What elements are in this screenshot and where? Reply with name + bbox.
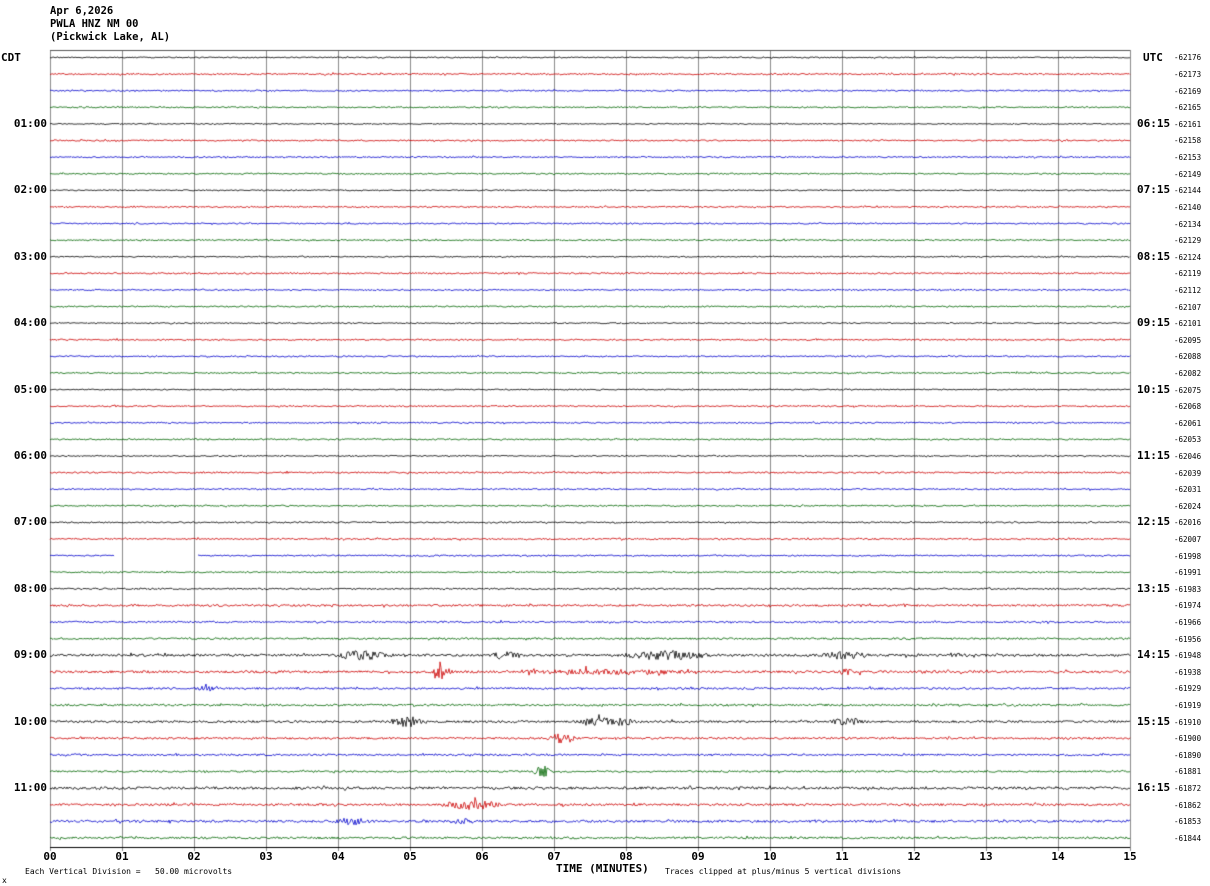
trace-offset-value: -61948 [1174,651,1202,661]
trace-offset-value: -61956 [1174,634,1202,644]
x-tick-label: 00 [43,850,57,863]
left-hour-label: 05:00 [13,382,47,396]
trace-offset-value: -62124 [1174,252,1202,262]
right-hour-label: 15:15 [1137,714,1171,728]
trace-offset-value: -62149 [1174,169,1202,179]
x-tick-label: 15 [1123,850,1137,863]
trace-offset-value: -62046 [1174,451,1202,461]
trace-offset-value: -62068 [1174,402,1202,412]
trace-offset-value: -62031 [1174,485,1202,495]
left-hour-label: 07:00 [13,515,47,529]
left-hour-label: 09:00 [13,648,47,662]
right-hour-label: 09:15 [1137,316,1171,330]
footer-clip-note: Traces clipped at plus/minus 5 vertical … [665,867,902,876]
header-location: (Pickwick Lake, AL) [50,31,171,43]
x-tick-label: 02 [187,850,201,863]
x-tick-label: 08 [619,850,633,863]
left-hour-label: 06:00 [13,448,47,462]
trace-offset-value: -62112 [1174,285,1202,295]
x-tick-label: 11 [835,850,849,863]
trace-offset-value: -62061 [1174,418,1202,428]
trace-offset-value: -61900 [1174,734,1202,744]
x-tick-label: 07 [547,850,561,863]
right-hour-label: 07:15 [1137,183,1171,197]
trace-offset-value: -62007 [1174,534,1202,544]
trace-offset-value: -61974 [1174,601,1202,611]
x-axis-title: TIME (MINUTES) [556,862,649,875]
right-hour-label: 13:15 [1137,581,1171,595]
trace-offset-value: -62088 [1174,352,1202,362]
trace-offset-value: -61853 [1174,817,1202,827]
left-hour-label: 08:00 [13,581,47,595]
x-tick-label: 13 [979,850,993,863]
left-hour-label: 04:00 [13,316,47,330]
trace-offset-value: -62082 [1174,368,1202,378]
trace-offset-value: -62158 [1174,136,1202,146]
trace-offset-value: -61844 [1174,833,1202,843]
right-hour-label: 08:15 [1137,249,1171,263]
trace-offset-value: -62053 [1174,435,1202,445]
left-hour-label: 10:00 [13,714,47,728]
left-hour-label: 02:00 [13,183,47,197]
trace-offset-value: -61881 [1174,767,1202,777]
trace-offset-value: -62075 [1174,385,1202,395]
trace-offset-value: -61929 [1174,684,1202,694]
left-hour-label: 03:00 [13,249,47,263]
trace-offset-value: -61938 [1174,667,1202,677]
trace-offset-value: -62119 [1174,269,1202,279]
x-tick-label: 01 [115,850,129,863]
trace-offset-value: -61862 [1174,800,1202,810]
trace-offset-value: -62153 [1174,153,1202,163]
right-hour-label: 06:15 [1137,116,1171,130]
right-hour-label: 14:15 [1137,648,1171,662]
trace-offset-value: -61890 [1174,750,1202,760]
left-timezone-label: CDT [1,51,21,64]
trace-offset-value: -62140 [1174,202,1202,212]
corner-mark: x [2,876,7,885]
trace-offset-value: -61966 [1174,618,1202,627]
x-tick-label: 10 [763,850,777,863]
x-tick-label: 06 [475,850,489,863]
left-hour-label: 11:00 [13,781,47,795]
trace-offset-value: -61983 [1174,584,1202,594]
trace-offset-value: -62144 [1174,186,1202,196]
trace-offset-value: -62169 [1174,86,1202,96]
trace-offset-value: -62176 [1174,53,1202,63]
right-hour-label: 16:15 [1137,781,1171,795]
x-tick-label: 05 [403,850,417,863]
trace-offset-value: -62165 [1174,103,1202,113]
trace-offset-value: -62095 [1174,335,1202,345]
trace-offset-value: -61919 [1174,701,1202,711]
right-timezone-label: UTC [1143,51,1163,64]
x-tick-label: 12 [907,850,921,863]
right-hour-label: 11:15 [1137,448,1171,462]
trace-offset-value: -62107 [1174,302,1202,312]
left-hour-label: 01:00 [13,116,47,130]
trace-offset-value: -62101 [1174,319,1202,329]
trace-offset-value: -61872 [1174,784,1202,794]
x-tick-label: 09 [691,850,705,863]
x-tick-label: 14 [1051,850,1065,863]
trace-offset-value: -61998 [1174,551,1202,561]
trace-offset-value: -62129 [1174,236,1202,246]
header-station: PWLA HNZ NM 00 [50,18,139,30]
trace-offset-value: -61910 [1174,717,1202,727]
trace-offset-value: -62016 [1174,518,1202,528]
right-hour-label: 12:15 [1137,515,1171,529]
x-tick-label: 03 [259,850,273,863]
trace-offset-value: -61991 [1174,568,1202,578]
trace-offset-value: -62039 [1174,468,1202,478]
x-tick-label: 04 [331,850,345,863]
footer-scale-note: Each Vertical Division = 50.00 microvolt… [25,867,233,876]
trace-offset-value: -62173 [1174,70,1202,80]
trace-offset-value: -62134 [1174,219,1202,229]
trace-offset-value: -62024 [1174,501,1202,511]
right-hour-label: 10:15 [1137,382,1171,396]
header-date: Apr 6,2026 [50,5,114,17]
trace-offset-value: -62161 [1174,119,1202,129]
